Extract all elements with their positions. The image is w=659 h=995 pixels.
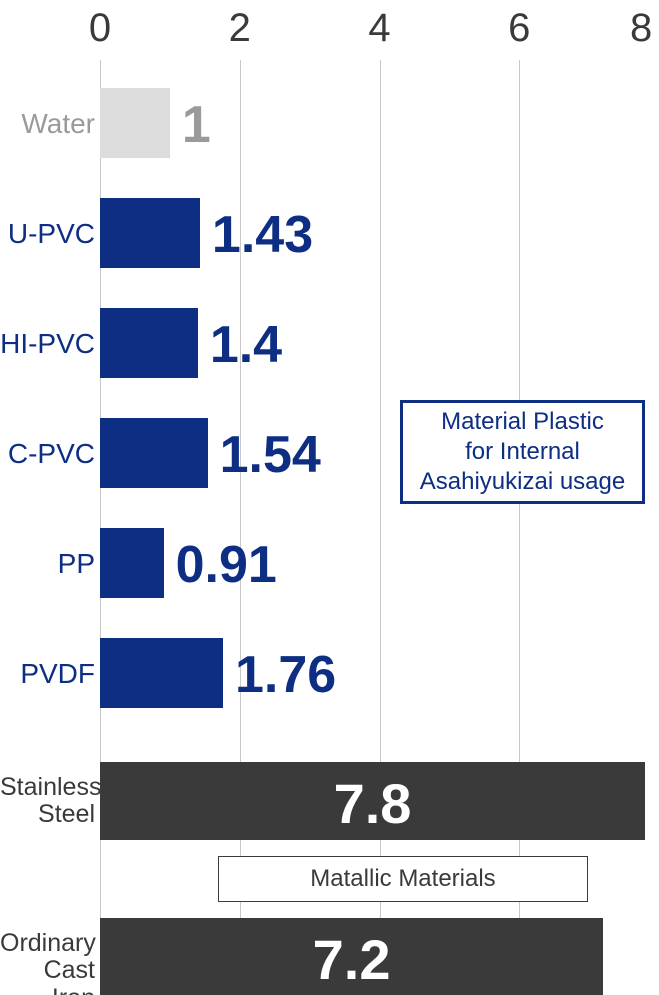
- bar-row: PVDF 1.76: [0, 638, 659, 708]
- value-label: 1.4: [210, 315, 282, 375]
- legend-text: Matallic Materials: [310, 864, 495, 894]
- bar: [100, 88, 170, 158]
- value-label: 1.54: [220, 425, 321, 485]
- value-label: 7.8: [100, 771, 645, 836]
- axis-tick-2: 2: [220, 6, 260, 51]
- category-label: StainlessSteel: [0, 774, 95, 829]
- value-label: 1.76: [235, 645, 336, 705]
- category-label: PP: [0, 549, 95, 580]
- bar-row: OrdinaryCast Iron7.2: [0, 918, 659, 995]
- bar: [100, 528, 164, 598]
- legend-box: Material Plasticfor InternalAsahiyukizai…: [400, 400, 645, 504]
- category-label: OrdinaryCast Iron: [0, 930, 95, 995]
- value-label: 1.43: [212, 205, 313, 265]
- value-label: 7.2: [100, 927, 603, 992]
- density-bar-chart: 0 2 4 6 8 Water 1 U-PVC 1.43 HI-PVC 1.4 C-PVC 1…: [0, 0, 659, 995]
- category-label: C-PVC: [0, 439, 95, 470]
- category-label: HI-PVC: [0, 329, 95, 360]
- bar-row: PP 0.91: [0, 528, 659, 598]
- category-label: U-PVC: [0, 219, 95, 250]
- axis-tick-4: 4: [360, 6, 400, 51]
- category-label: Water: [0, 109, 95, 140]
- bar: [100, 308, 198, 378]
- bar-row: U-PVC 1.43: [0, 198, 659, 268]
- bar: [100, 418, 208, 488]
- axis-tick-6: 6: [499, 6, 539, 51]
- legend-box: Matallic Materials: [218, 856, 588, 902]
- axis-tick-0: 0: [80, 6, 120, 51]
- bar: [100, 198, 200, 268]
- bar-row: HI-PVC 1.4: [0, 308, 659, 378]
- value-label: 1: [182, 95, 211, 155]
- bar-row: Water 1: [0, 88, 659, 158]
- category-label: PVDF: [0, 659, 95, 690]
- value-label: 0.91: [176, 535, 277, 595]
- legend-text: Material Plasticfor InternalAsahiyukizai…: [420, 407, 625, 497]
- bar-row: StainlessSteel7.8: [0, 762, 659, 840]
- axis-tick-8: 8: [630, 6, 659, 51]
- bar: [100, 638, 223, 708]
